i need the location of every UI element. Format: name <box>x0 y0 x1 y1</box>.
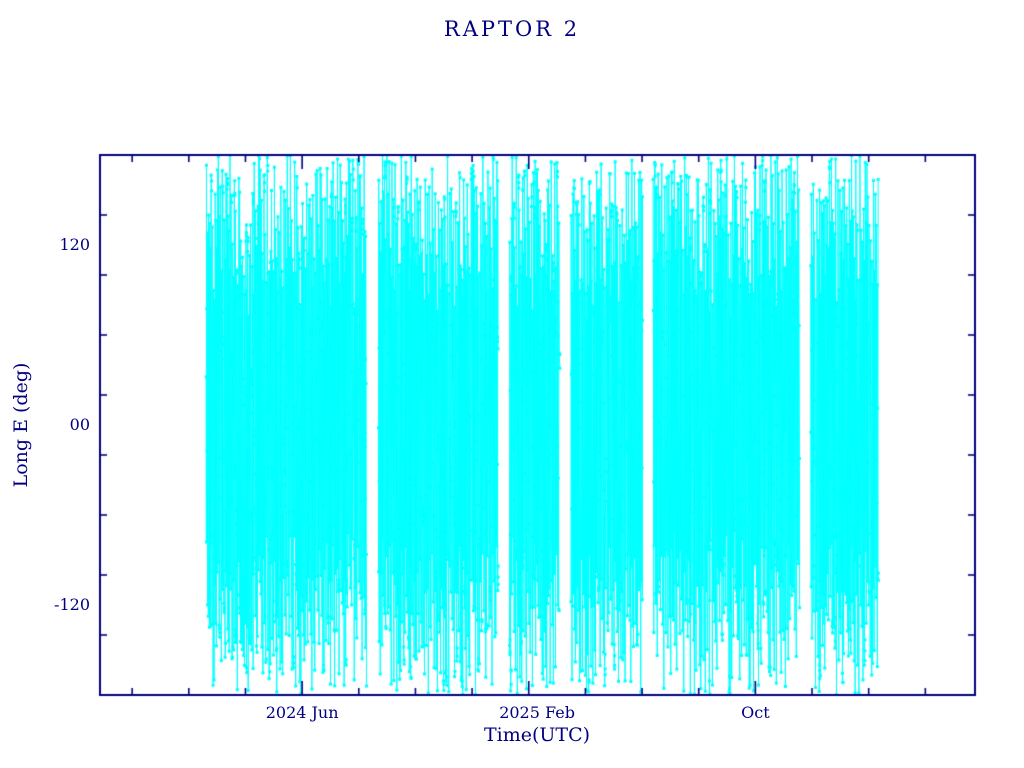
x-tick-label: 2025 Feb <box>499 703 575 722</box>
x-tick-label: Oct <box>741 703 770 722</box>
y-tick-label: 120 <box>59 235 90 254</box>
y-tick-label: 00 <box>69 415 90 434</box>
y-tick-label: -120 <box>54 595 90 614</box>
x-tick-label: 2024 Jun <box>265 703 339 722</box>
chart-title: RAPTOR 2 <box>443 17 581 41</box>
x-axis-label: Time(UTC) <box>483 724 591 746</box>
